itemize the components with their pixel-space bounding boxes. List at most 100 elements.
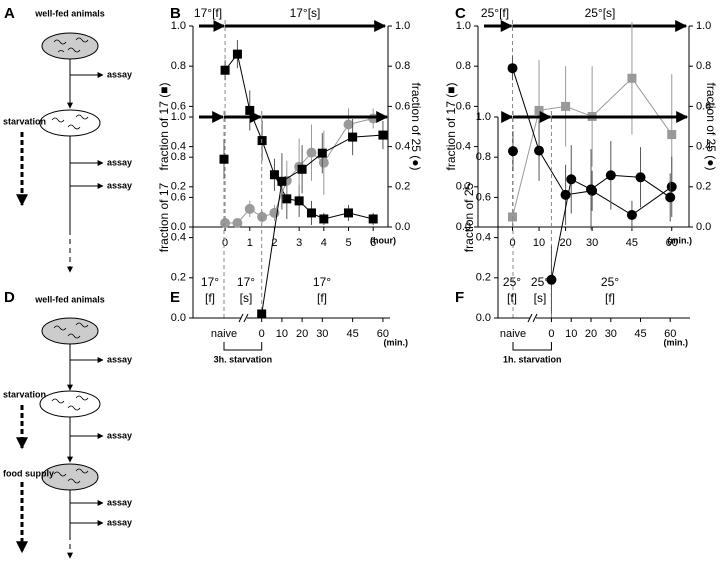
food-label: food supply: [3, 468, 54, 478]
panel-b: B 17°[f] 17°[s] 0.0 0.2 0.4 0.6 0.8 1.0 0.0 0.2 0.4…: [157, 5, 423, 249]
phase-label: [f]: [605, 291, 615, 305]
y2-axis-label: fraction of 25 (●): [704, 83, 718, 171]
y2-tick-label: 0.6: [395, 100, 410, 112]
marker: [343, 119, 354, 130]
worms: [51, 114, 89, 130]
y2-tick-label: 0.0: [696, 221, 711, 233]
y2-tick-label: 0.2: [696, 181, 711, 193]
marker: [508, 146, 518, 157]
y-tick-label: 0.4: [456, 141, 471, 153]
marker: [297, 164, 307, 174]
y-tick-label: 0.6: [456, 100, 471, 112]
phase-label: 17°: [237, 275, 255, 289]
x-tick-label: 30: [605, 328, 617, 340]
series-line: [261, 134, 383, 315]
phase-label: 25°: [531, 275, 549, 289]
y-tick-label: 0.4: [171, 232, 186, 244]
axis-break: [238, 313, 249, 323]
phase-label: 17°[s]: [290, 6, 321, 20]
phase-label: [f]: [205, 291, 215, 305]
marker: [245, 105, 255, 115]
assay-label: assay: [107, 517, 132, 527]
x-tick-label: 30: [316, 328, 328, 340]
y2-tick-label: 0.4: [696, 141, 711, 153]
marker: [507, 63, 518, 74]
y2-axis-label: fraction of 25 (●): [409, 83, 423, 171]
marker: [546, 274, 557, 285]
assay-label: assay: [107, 180, 132, 190]
diagram-d: D well-fed animals assay starvation assa…: [3, 289, 132, 559]
marker: [319, 214, 329, 224]
marker: [232, 49, 242, 59]
assay-label: assay: [107, 497, 132, 507]
marker: [561, 101, 571, 111]
panel-letter: A: [4, 5, 15, 22]
phase-label: 25°[s]: [585, 6, 616, 20]
x-tick-label: 60: [664, 328, 676, 340]
marker: [282, 194, 292, 204]
x-unit: (min.): [664, 337, 689, 347]
x-tick-label: 10: [276, 328, 288, 340]
series-line: [512, 77, 673, 218]
marker: [627, 73, 637, 83]
x-tick-label: 60: [377, 328, 389, 340]
y-tick-label: 1.0: [171, 111, 186, 123]
panel-letter: B: [170, 5, 181, 22]
starvation-label: starvation: [3, 116, 46, 126]
y-axis-label: fraction of 25: [462, 182, 476, 252]
series-line: [550, 174, 671, 280]
y-axis-label: fraction of 17 (■): [444, 83, 458, 171]
phase-label: 25°[f]: [481, 6, 509, 20]
y-tick-label: 0.8: [476, 151, 491, 163]
marker: [368, 214, 378, 224]
marker: [635, 172, 646, 183]
dish: [39, 109, 101, 137]
assay-label: assay: [107, 157, 132, 167]
x-tick-label: 3: [296, 237, 302, 249]
dish: [41, 317, 99, 345]
y-tick-label: 1.0: [476, 111, 491, 123]
phase-label: 25°: [601, 275, 619, 289]
y-tick-label: 0.4: [476, 232, 491, 244]
y2-tick-label: 0.6: [696, 100, 711, 112]
marker: [534, 145, 545, 156]
panel-f: F 25° [f] 25° [s] 25° [f] 0.0 0.2 0.4 0.6 0.8 1.0 fra…: [455, 111, 690, 364]
marker: [317, 148, 327, 158]
x-tick-label: 20: [585, 328, 597, 340]
panel-letter: C: [455, 5, 466, 22]
phase-label: 17°[f]: [194, 6, 222, 20]
y-tick-label: 0.2: [171, 181, 186, 193]
y-tick-label: 0.4: [171, 141, 186, 153]
x-tick-label: 20: [559, 237, 571, 249]
x-tick-label: 0: [222, 237, 228, 249]
x-tick-label: 1: [247, 237, 253, 249]
y-tick-label: 0.8: [456, 60, 471, 72]
y2-tick-label: 0.4: [395, 141, 410, 153]
panel-letter: D: [4, 289, 15, 306]
y-tick-label: 0.8: [171, 60, 186, 72]
x-tick-label: 5: [345, 237, 351, 249]
marker: [277, 176, 287, 186]
x-tick-label: naive: [211, 328, 237, 340]
dish: [41, 32, 99, 60]
y-tick-label: 0.2: [476, 272, 491, 284]
worms: [53, 468, 89, 484]
y-tick-label: 1.0: [456, 20, 471, 32]
phase-label: 25°: [503, 275, 521, 289]
worms: [53, 322, 89, 339]
y-axis-label: fraction of 17: [157, 182, 171, 252]
x-tick-label: 45: [626, 237, 638, 249]
marker: [626, 209, 637, 220]
marker: [586, 184, 597, 195]
y-tick-label: 0.8: [171, 151, 186, 163]
marker: [566, 174, 577, 185]
assay-label: assay: [107, 354, 132, 364]
phase-label: [f]: [507, 291, 517, 305]
bracket-label: 3h. starvation: [214, 354, 273, 364]
y2-tick-label: 0.2: [395, 181, 410, 193]
worms: [53, 37, 89, 53]
x-tick-label: 4: [321, 237, 327, 249]
marker: [220, 217, 231, 228]
x-tick-label: 0: [509, 237, 515, 249]
starvation-label: starvation: [3, 389, 46, 399]
